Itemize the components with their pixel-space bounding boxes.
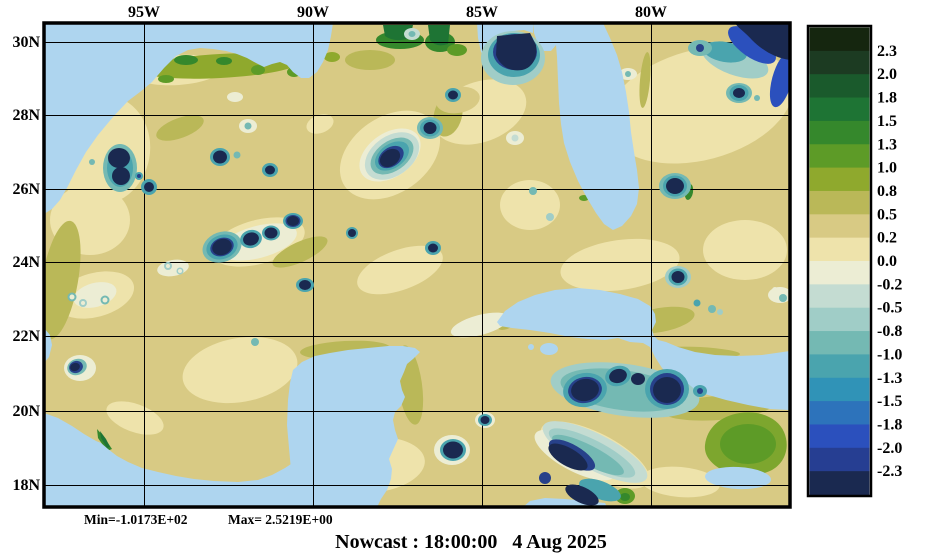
green-patches bbox=[97, 25, 787, 504]
map-field bbox=[45, 24, 789, 506]
colorbar-band bbox=[809, 284, 870, 309]
y-tick-label: 20N bbox=[12, 403, 40, 420]
map-frame bbox=[42, 21, 792, 509]
land-cuba bbox=[497, 288, 789, 410]
colorbar-band bbox=[809, 331, 870, 355]
y-tick-label: 26N bbox=[12, 181, 40, 198]
land-southwest bbox=[45, 413, 359, 506]
colorbar-tick-label: 0.0 bbox=[877, 253, 897, 270]
colorbar: 2.3 2.0 1.8 1.5 1.3 1.0 0.8 0.5 0.2 0.0 -0.2 -0.5 -0… bbox=[806, 24, 902, 498]
land-jamaica bbox=[705, 466, 771, 490]
colorbar-tick-label: -1.8 bbox=[877, 416, 902, 433]
colorbar-tick-label: 1.5 bbox=[877, 113, 897, 130]
colorbar-tick-label: 0.5 bbox=[877, 206, 897, 223]
colorbar-frame bbox=[806, 24, 873, 498]
colorbar-band bbox=[809, 471, 870, 495]
colorbar-band bbox=[809, 167, 870, 192]
colorbar-band bbox=[809, 144, 870, 169]
colorbar-tick-label: 1.8 bbox=[877, 90, 897, 107]
colorbar-band bbox=[809, 447, 870, 472]
land-west-sliver bbox=[45, 329, 52, 362]
colorbar-band bbox=[809, 261, 870, 285]
max-stat: Max= 2.5219E+00 bbox=[228, 512, 333, 527]
colorbar-tick-label: 0.8 bbox=[877, 183, 897, 200]
x-tick-label: 95W bbox=[128, 4, 160, 21]
y-tick-label: 22N bbox=[12, 328, 40, 345]
land-yucatan bbox=[287, 346, 420, 506]
y-tick-label: 28N bbox=[12, 107, 40, 124]
colorbar-band bbox=[809, 424, 870, 449]
colorbar-band bbox=[809, 354, 870, 379]
colorbar-band bbox=[809, 190, 870, 215]
land-isle-of-youth bbox=[540, 343, 558, 355]
colorbar-tick-label: -2.3 bbox=[877, 463, 902, 480]
land-islet bbox=[528, 344, 534, 350]
colorbar-band bbox=[809, 401, 870, 425]
x-tick-label: 90W bbox=[297, 4, 329, 21]
colorbar-band bbox=[809, 120, 870, 145]
plot-title: Nowcast : 18:00:00 4 Aug 2025 bbox=[335, 531, 607, 553]
colorbar-band bbox=[809, 50, 870, 75]
colorbar-tick-label: -1.5 bbox=[877, 393, 902, 410]
y-tick-label: 18N bbox=[12, 477, 40, 494]
colorbar-tick-label: -1.0 bbox=[877, 346, 902, 363]
colorbar-tick-label: 2.0 bbox=[877, 66, 897, 83]
colorbar-tick-label: 1.0 bbox=[877, 160, 897, 177]
colorbar-tick-label: -2.0 bbox=[877, 440, 902, 457]
x-tick-label: 80W bbox=[635, 4, 667, 21]
eddy-features bbox=[67, 24, 789, 506]
colorbar-band bbox=[809, 377, 870, 402]
colorbar-tick-label: 0.2 bbox=[877, 230, 897, 247]
land-florida bbox=[533, 24, 639, 230]
colorbar-tick-label: -0.5 bbox=[877, 300, 902, 317]
y-tick-label: 30N bbox=[12, 34, 40, 51]
colorbar-band bbox=[809, 97, 870, 122]
colorbar-band bbox=[809, 74, 870, 99]
colorbar-band bbox=[809, 27, 870, 52]
y-tick-label: 24N bbox=[12, 254, 40, 271]
colorbar-band bbox=[809, 214, 870, 239]
land-texas-mexico bbox=[45, 24, 333, 214]
colorbar-band bbox=[809, 307, 870, 332]
min-stat: Min=-1.0173E+02 bbox=[84, 512, 188, 527]
colorbar-tick-label: -0.8 bbox=[877, 323, 902, 340]
axis-labels: 95W 90W 85W 80W 30N 28N 26N 24N 22N 20N 18N bbox=[12, 4, 667, 494]
x-tick-label: 85W bbox=[466, 4, 498, 21]
colorbar-tick-label: -1.3 bbox=[877, 370, 902, 387]
colorbar-tick-label: -0.2 bbox=[877, 276, 902, 293]
colorbar-tick-label: 1.3 bbox=[877, 136, 897, 153]
colorbar-band bbox=[809, 237, 870, 262]
colorbar-tick-label: 2.3 bbox=[877, 43, 897, 60]
